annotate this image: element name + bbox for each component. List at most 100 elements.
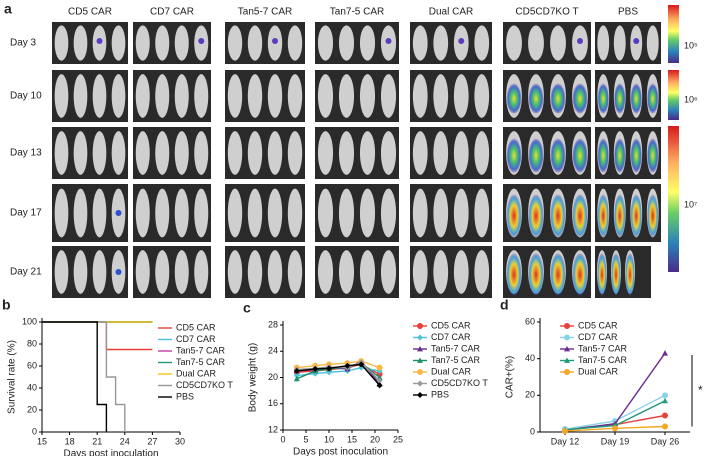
legend-marker	[417, 323, 423, 329]
legend-marker	[564, 334, 570, 341]
mouse	[412, 250, 428, 294]
legend-label: Dual CAR	[578, 366, 619, 376]
mouse	[267, 188, 283, 238]
mouse	[287, 131, 303, 175]
signal	[614, 83, 626, 114]
mouse	[174, 74, 189, 118]
mouse	[267, 74, 283, 118]
mouse	[453, 250, 469, 294]
mouse	[506, 25, 522, 61]
mouse	[338, 25, 355, 61]
x-axis-label: Days post inoculation	[293, 447, 388, 456]
y-tick-label: 0	[530, 426, 535, 436]
mouse	[412, 188, 428, 238]
series-line	[296, 360, 381, 385]
mouse	[54, 188, 69, 238]
mouse	[111, 25, 126, 61]
signal	[528, 83, 544, 114]
legend-marker	[564, 357, 570, 363]
mouse	[433, 131, 449, 175]
x-tick-label: 18	[65, 436, 75, 446]
y-tick-label: 28	[268, 319, 278, 329]
mouse	[287, 25, 303, 61]
marker	[376, 377, 383, 384]
colorbar	[668, 70, 679, 120]
mouse	[194, 250, 209, 294]
mouse	[227, 250, 243, 294]
y-tick-label: 24	[268, 346, 278, 356]
marker	[662, 392, 668, 399]
mouse	[317, 74, 334, 118]
marker	[293, 367, 300, 374]
mouse	[73, 131, 88, 175]
mouse	[359, 188, 376, 238]
mouse	[54, 131, 69, 175]
column-label: Tan7-5 CAR	[330, 7, 384, 18]
mouse	[474, 250, 490, 294]
mouse	[227, 131, 243, 175]
mouse	[380, 74, 397, 118]
mouse	[380, 188, 397, 238]
mouse	[111, 74, 126, 118]
mouse	[155, 74, 170, 118]
legend-label: PBS	[176, 391, 194, 401]
signal	[611, 253, 621, 296]
signal	[550, 83, 566, 114]
legend-label: Dual CAR	[176, 368, 217, 378]
signal	[528, 253, 544, 296]
mouse	[338, 188, 355, 238]
mouse	[433, 74, 449, 118]
signal	[506, 138, 522, 173]
mouse	[194, 74, 209, 118]
signal	[550, 138, 566, 173]
signal	[630, 83, 642, 114]
marker	[662, 397, 668, 404]
mouse	[453, 131, 469, 175]
y-tick-label: 40	[525, 353, 535, 363]
x-tick-label: 5	[303, 434, 308, 444]
series-line	[296, 360, 380, 369]
signal	[115, 210, 122, 216]
mouse	[359, 25, 376, 61]
mouse	[267, 250, 283, 294]
row-label: Day 21	[10, 267, 42, 278]
mouse	[412, 25, 428, 61]
x-tick-label: 10	[324, 434, 334, 444]
signal	[630, 194, 642, 238]
colorbar	[668, 5, 679, 63]
signal	[528, 138, 544, 173]
mouse	[359, 131, 376, 175]
mouse	[433, 25, 449, 61]
y-tick-label: 60	[525, 316, 535, 326]
row-label: Day 10	[10, 91, 42, 102]
legend-label: CD5 CAR	[578, 320, 618, 330]
legend-label: CD5 CAR	[176, 322, 216, 332]
signal	[506, 253, 522, 296]
mouse	[359, 74, 376, 118]
legend-marker	[417, 346, 423, 352]
mouse	[155, 188, 170, 238]
series-line	[42, 321, 126, 432]
mouse	[474, 74, 490, 118]
mouse	[317, 250, 334, 294]
x-tick-label: 15	[347, 434, 357, 444]
legend-label: CD5CD7KO T	[431, 378, 488, 388]
mouse	[155, 131, 170, 175]
mouse	[111, 131, 126, 175]
legend-label: Tan5-7 CAR	[176, 345, 226, 355]
signal	[550, 253, 566, 296]
column-label: CD5CD7KO T	[515, 7, 578, 18]
x-tick-label: 0	[280, 434, 285, 444]
panel-label: b	[2, 297, 11, 313]
marker	[376, 364, 383, 371]
mouse	[247, 131, 263, 175]
signal	[572, 194, 588, 238]
y-axis-label: CAR+(%)	[505, 356, 516, 399]
y-tick-label: 100	[22, 316, 37, 326]
x-tick-label: Day 12	[551, 436, 580, 446]
legend-marker	[417, 369, 423, 375]
mouse	[550, 25, 566, 61]
marker	[376, 382, 383, 389]
panel-label: a	[4, 1, 12, 17]
signal	[198, 38, 205, 44]
